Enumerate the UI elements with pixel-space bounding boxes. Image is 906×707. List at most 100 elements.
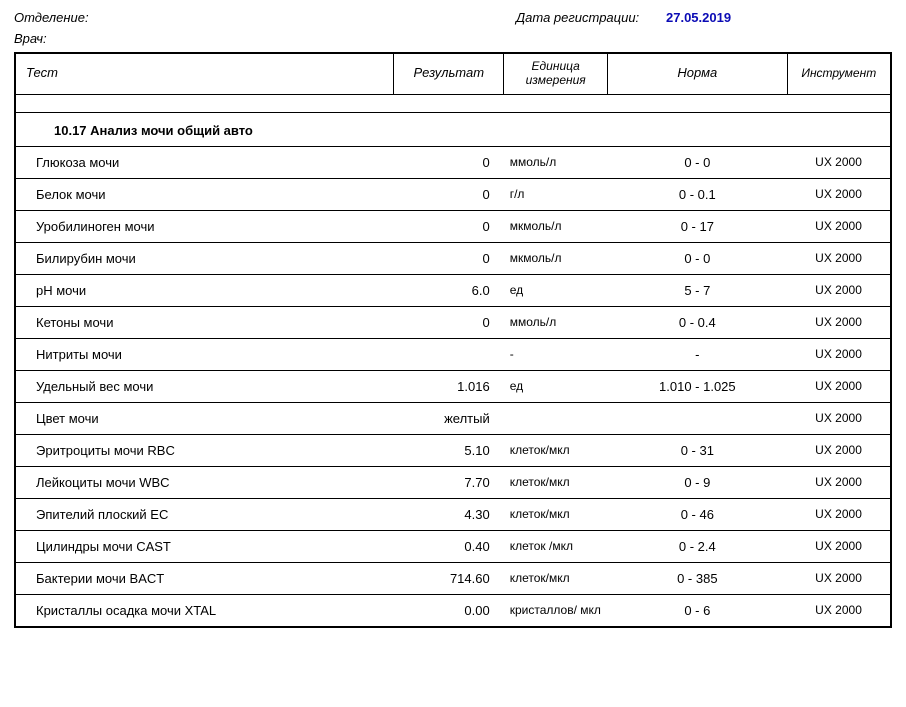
- col-header-unit: Единица измерения: [504, 53, 608, 94]
- cell-result: 0.40: [394, 530, 504, 562]
- table-row: Уробилиноген мочи0мкмоль/л0 - 17UX 2000: [15, 210, 891, 242]
- cell-instrument: UX 2000: [787, 434, 891, 466]
- cell-result: 0: [394, 242, 504, 274]
- meta-row-doctor: Врач:: [14, 31, 892, 46]
- table-row: Кетоны мочи0ммоль/л0 - 0.4UX 2000: [15, 306, 891, 338]
- lab-report-table: Тест Результат Единица измерения Норма И…: [14, 52, 892, 628]
- cell-result: 4.30: [394, 498, 504, 530]
- col-header-result: Результат: [394, 53, 504, 94]
- cell-norm: 0 - 2.4: [608, 530, 787, 562]
- cell-result: 714.60: [394, 562, 504, 594]
- cell-test: Бактерии мочи BACT: [15, 562, 394, 594]
- cell-unit: клеток/мкл: [504, 498, 608, 530]
- cell-unit: кристаллов/ мкл: [504, 594, 608, 627]
- cell-norm: 0 - 385: [608, 562, 787, 594]
- cell-norm: 1.010 - 1.025: [608, 370, 787, 402]
- cell-result: 0: [394, 178, 504, 210]
- col-header-test: Тест: [15, 53, 394, 94]
- cell-unit: ммоль/л: [504, 306, 608, 338]
- cell-instrument: UX 2000: [787, 338, 891, 370]
- cell-test: Билирубин мочи: [15, 242, 394, 274]
- table-row: pH мочи6.0ед5 - 7UX 2000: [15, 274, 891, 306]
- cell-unit: [504, 402, 608, 434]
- table-row: Белок мочи0г/л0 - 0.1UX 2000: [15, 178, 891, 210]
- cell-norm: [608, 402, 787, 434]
- doctor-label: Врач:: [14, 31, 47, 46]
- department-label: Отделение:: [14, 10, 89, 25]
- cell-instrument: UX 2000: [787, 146, 891, 178]
- cell-result: 7.70: [394, 466, 504, 498]
- table-row: Глюкоза мочи0ммоль/л0 - 0UX 2000: [15, 146, 891, 178]
- cell-result: желтый: [394, 402, 504, 434]
- cell-test: pH мочи: [15, 274, 394, 306]
- cell-unit: клеток /мкл: [504, 530, 608, 562]
- cell-test: Цвет мочи: [15, 402, 394, 434]
- cell-instrument: UX 2000: [787, 402, 891, 434]
- cell-norm: 0 - 31: [608, 434, 787, 466]
- table-header-row: Тест Результат Единица измерения Норма И…: [15, 53, 891, 94]
- cell-unit: клеток/мкл: [504, 562, 608, 594]
- reg-date-label: Дата регистрации:: [516, 10, 666, 25]
- cell-instrument: UX 2000: [787, 594, 891, 627]
- cell-result: 0: [394, 210, 504, 242]
- cell-instrument: UX 2000: [787, 210, 891, 242]
- cell-unit: ед: [504, 274, 608, 306]
- cell-instrument: UX 2000: [787, 466, 891, 498]
- cell-test: Кетоны мочи: [15, 306, 394, 338]
- table-row: Цилиндры мочи CAST0.40клеток /мкл0 - 2.4…: [15, 530, 891, 562]
- cell-instrument: UX 2000: [787, 242, 891, 274]
- col-header-norm: Норма: [608, 53, 787, 94]
- cell-result: 0.00: [394, 594, 504, 627]
- cell-unit: клеток/мкл: [504, 434, 608, 466]
- cell-unit: ммоль/л: [504, 146, 608, 178]
- section-title: 10.17 Анализ мочи общий авто: [15, 112, 891, 146]
- cell-norm: 0 - 6: [608, 594, 787, 627]
- meta-row-department: Отделение: Дата регистрации: 27.05.2019: [14, 10, 892, 25]
- cell-unit: мкмоль/л: [504, 210, 608, 242]
- cell-test: Эпителий плоский EC: [15, 498, 394, 530]
- cell-result: 1.016: [394, 370, 504, 402]
- cell-norm: 0 - 0: [608, 242, 787, 274]
- cell-norm: 0 - 0: [608, 146, 787, 178]
- cell-unit: мкмоль/л: [504, 242, 608, 274]
- table-row: Эпителий плоский EC4.30клеток/мкл0 - 46U…: [15, 498, 891, 530]
- cell-result: 0: [394, 146, 504, 178]
- cell-instrument: UX 2000: [787, 562, 891, 594]
- cell-test: Уробилиноген мочи: [15, 210, 394, 242]
- cell-test: Лейкоциты мочи WBC: [15, 466, 394, 498]
- cell-norm: 0 - 46: [608, 498, 787, 530]
- cell-norm: -: [608, 338, 787, 370]
- cell-norm: 0 - 9: [608, 466, 787, 498]
- cell-norm: 0 - 17: [608, 210, 787, 242]
- cell-test: Эритроциты мочи RBC: [15, 434, 394, 466]
- section-title-row: 10.17 Анализ мочи общий авто: [15, 112, 891, 146]
- table-row: Билирубин мочи0мкмоль/л0 - 0UX 2000: [15, 242, 891, 274]
- cell-unit: г/л: [504, 178, 608, 210]
- cell-test: Нитриты мочи: [15, 338, 394, 370]
- cell-test: Глюкоза мочи: [15, 146, 394, 178]
- cell-result: 0: [394, 306, 504, 338]
- cell-instrument: UX 2000: [787, 178, 891, 210]
- cell-instrument: UX 2000: [787, 530, 891, 562]
- cell-instrument: UX 2000: [787, 370, 891, 402]
- table-row: Удельный вес мочи1.016ед1.010 - 1.025UX …: [15, 370, 891, 402]
- cell-unit: ед: [504, 370, 608, 402]
- cell-instrument: UX 2000: [787, 498, 891, 530]
- cell-test: Кристаллы осадка мочи XTAL: [15, 594, 394, 627]
- cell-test: Удельный вес мочи: [15, 370, 394, 402]
- cell-unit: клеток/мкл: [504, 466, 608, 498]
- table-row: Эритроциты мочи RBC5.10клеток/мкл0 - 31U…: [15, 434, 891, 466]
- cell-result: 6.0: [394, 274, 504, 306]
- cell-unit: -: [504, 338, 608, 370]
- cell-instrument: UX 2000: [787, 274, 891, 306]
- table-row: Бактерии мочи BACT714.60клеток/мкл0 - 38…: [15, 562, 891, 594]
- table-row: Цвет мочижелтый UX 2000: [15, 402, 891, 434]
- table-row: Лейкоциты мочи WBC7.70клеток/мкл0 - 9UX …: [15, 466, 891, 498]
- table-row: Кристаллы осадка мочи XTAL0.00кристаллов…: [15, 594, 891, 627]
- col-header-instrument: Инструмент: [787, 53, 891, 94]
- cell-result: [394, 338, 504, 370]
- cell-result: 5.10: [394, 434, 504, 466]
- cell-test: Белок мочи: [15, 178, 394, 210]
- header-gap-row: [15, 94, 891, 112]
- cell-norm: 0 - 0.1: [608, 178, 787, 210]
